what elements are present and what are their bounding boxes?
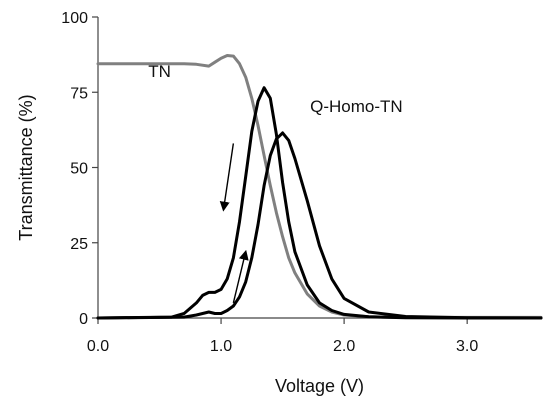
x-tick-label: 1.0	[210, 338, 232, 355]
arrow-down	[219, 143, 235, 212]
y-tick-label: 25	[70, 236, 88, 253]
y-tick-label: 0	[79, 311, 88, 328]
annotation-label: TN	[148, 62, 171, 81]
y-tick-label: 75	[70, 85, 88, 102]
y-axis-title: Transmittance (%)	[16, 94, 36, 240]
y-tick-label: 100	[61, 10, 88, 27]
x-axis-title: Voltage (V)	[275, 376, 364, 396]
x-tick-label: 0.0	[87, 338, 109, 355]
x-tick-label: 2.0	[333, 338, 355, 355]
annotations: TN Q-Homo-TN	[148, 62, 403, 304]
series-line-tn	[96, 54, 543, 319]
series-line-curve-3	[96, 131, 543, 320]
annotation-label: Q-Homo-TN	[310, 97, 403, 116]
series-layer	[96, 54, 543, 320]
y-tick-label: 50	[70, 161, 88, 178]
axes: 0 25 50 75 100 0.0 1.0 2.0 3.0 Voltage (V) Transmi…	[16, 10, 541, 396]
arrow-up	[232, 249, 249, 304]
series-line-q-homo-tn	[96, 86, 543, 320]
x-tick-label: 3.0	[456, 338, 478, 355]
